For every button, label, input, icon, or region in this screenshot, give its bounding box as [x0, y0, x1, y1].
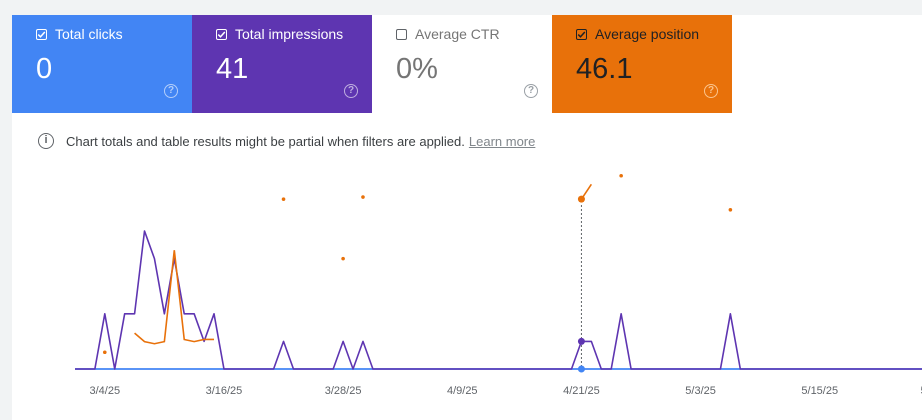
- help-icon[interactable]: ?: [704, 84, 718, 98]
- metric-tile-total-clicks[interactable]: Total clicks 0 ?: [12, 15, 192, 113]
- metric-label: Average position: [595, 26, 700, 42]
- x-tick-label: 4/21/25: [563, 385, 600, 397]
- metric-tiles: Total clicks 0 ? Total impressions 41 ? …: [12, 15, 732, 113]
- x-tick-label: 3/16/25: [206, 385, 243, 397]
- notice-text: Chart totals and table results might be …: [66, 133, 465, 149]
- series-point-average-position: [728, 207, 733, 212]
- series-point-average-position: [341, 256, 345, 261]
- checkbox-icon[interactable]: [216, 29, 227, 40]
- x-tick-label: 3/4/25: [89, 385, 120, 397]
- metric-value: 41: [216, 53, 249, 85]
- checkbox-icon[interactable]: [396, 29, 407, 40]
- x-tick-label: 5/27/25: [921, 385, 922, 397]
- partial-results-notice: i Chart totals and table results might b…: [38, 131, 535, 151]
- metric-value: 46.1: [576, 53, 633, 85]
- series-line-total-impressions: [75, 230, 922, 370]
- x-tick-label: 5/3/25: [685, 385, 716, 397]
- x-tick-label: 3/28/25: [325, 385, 362, 397]
- metric-tile-average-ctr[interactable]: Average CTR 0% ?: [372, 15, 552, 113]
- series-line-average-position: [134, 250, 215, 345]
- hover-point-total-impressions: [577, 337, 585, 345]
- x-tick-label: 5/15/25: [801, 385, 838, 397]
- hover-point-total-clicks: [577, 365, 585, 373]
- metric-value: 0%: [396, 53, 438, 85]
- learn-more-link[interactable]: Learn more: [468, 133, 536, 149]
- help-icon[interactable]: ?: [164, 84, 178, 98]
- help-icon[interactable]: ?: [344, 84, 358, 98]
- series-point-average-position: [361, 195, 365, 199]
- info-icon: i: [38, 133, 54, 149]
- metric-tile-total-impressions[interactable]: Total impressions 41 ?: [192, 15, 372, 113]
- series-point-average-position: [281, 197, 286, 201]
- hover-point-average-position: [577, 195, 585, 203]
- checkbox-icon[interactable]: [576, 29, 587, 40]
- help-icon[interactable]: ?: [524, 84, 538, 98]
- metric-label: Average CTR: [415, 26, 500, 42]
- metric-tile-average-position[interactable]: Average position 46.1 ?: [552, 15, 732, 113]
- metric-label: Total clicks: [55, 26, 123, 42]
- checkbox-icon[interactable]: [36, 29, 47, 40]
- performance-card: Total clicks 0 ? Total impressions 41 ? …: [12, 15, 922, 420]
- performance-chart[interactable]: 3/4/25 3/16/25 3/28/25 4/9/25 4/21/25 5/3/25 5…: [12, 15, 922, 420]
- metric-label: Total impressions: [235, 26, 344, 42]
- series-point-average-position: [102, 350, 107, 355]
- series-point-average-position: [619, 173, 623, 178]
- x-tick-label: 4/9/25: [447, 385, 478, 397]
- metric-value: 0: [36, 53, 53, 85]
